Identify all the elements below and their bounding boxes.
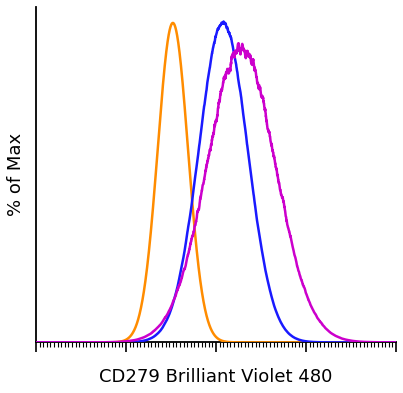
Y-axis label: % of Max: % of Max bbox=[7, 133, 25, 216]
X-axis label: CD279 Brilliant Violet 480: CD279 Brilliant Violet 480 bbox=[100, 368, 333, 386]
